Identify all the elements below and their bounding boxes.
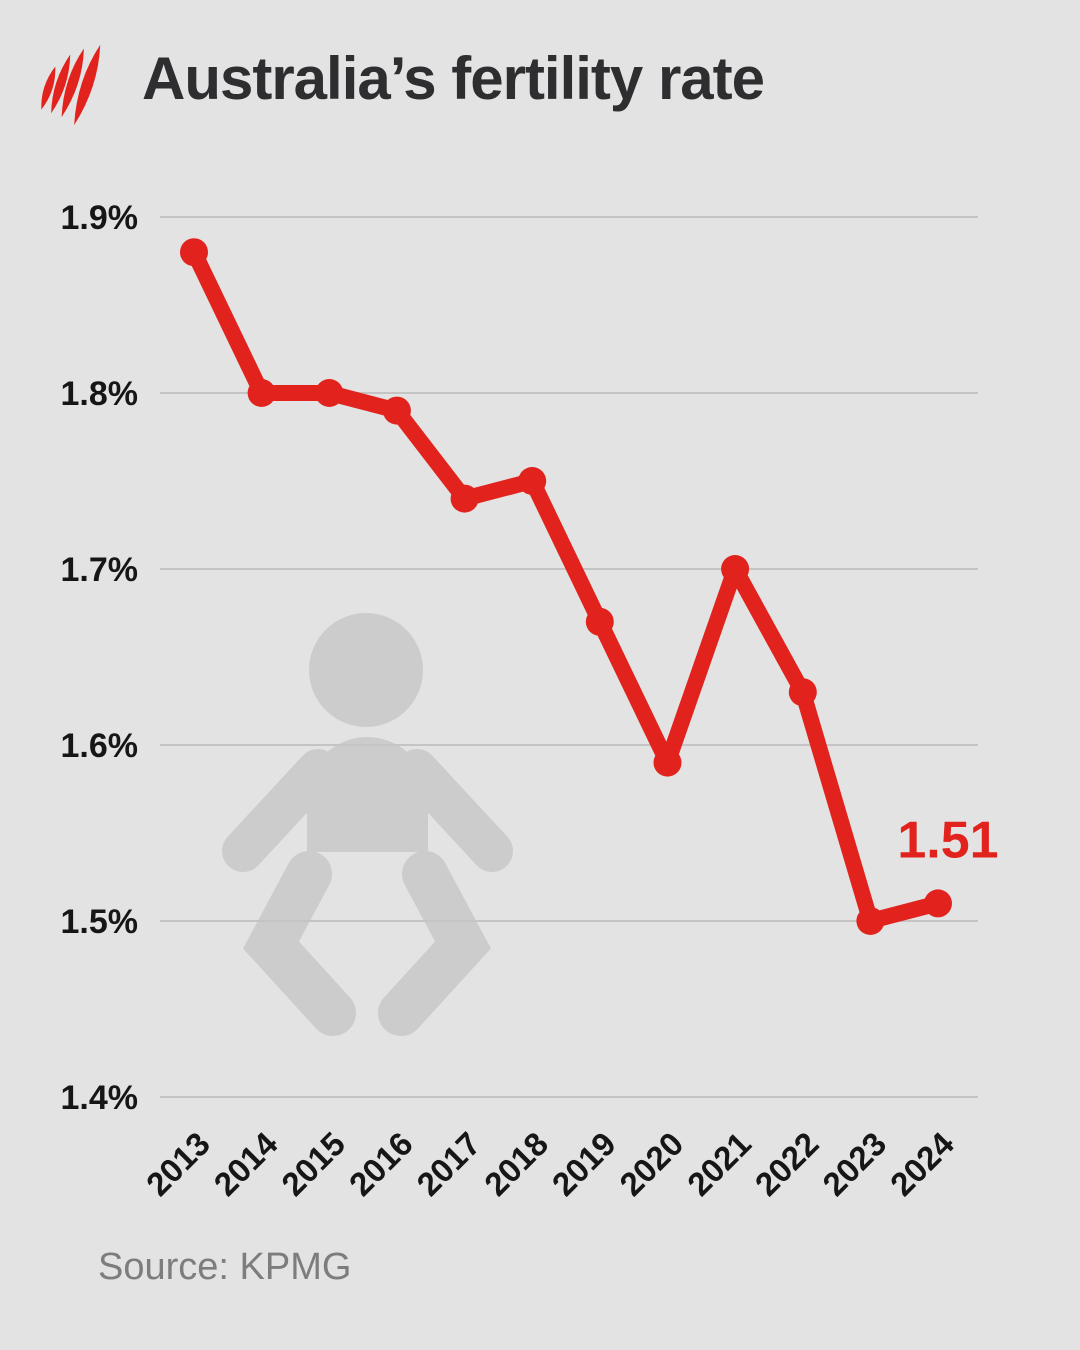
- data-point: [856, 907, 885, 935]
- data-point: [924, 889, 952, 918]
- y-tick-label: 1.9%: [61, 199, 139, 237]
- data-point: [180, 238, 208, 267]
- y-tick-label: 1.4%: [61, 1079, 139, 1117]
- x-tick-label: 2018: [477, 1125, 555, 1203]
- latest-value-annotation: 1.51: [897, 811, 998, 869]
- x-tick-label: 2017: [409, 1125, 487, 1203]
- data-point: [247, 379, 276, 407]
- x-tick-label: 2013: [139, 1125, 217, 1203]
- data-point: [450, 484, 479, 513]
- data-point: [518, 467, 547, 495]
- data-point: [653, 748, 682, 777]
- data-point: [382, 396, 411, 425]
- sbs-logo-icon: [41, 44, 101, 126]
- data-point: [585, 607, 614, 636]
- x-tick-label: 2023: [815, 1125, 893, 1203]
- fertility-line: [186, 244, 946, 929]
- page-title: Australia’s fertility rate: [142, 45, 765, 112]
- data-point: [721, 555, 750, 583]
- x-tick-label: 2015: [274, 1125, 352, 1203]
- source-label: Source: KPMG: [98, 1246, 352, 1288]
- data-point: [788, 678, 817, 707]
- x-tick-label: 2024: [883, 1124, 962, 1203]
- data-points: [180, 238, 952, 935]
- x-tick-label: 2022: [748, 1125, 826, 1203]
- y-tick-label: 1.7%: [61, 551, 139, 589]
- x-tick-label: 2019: [545, 1125, 623, 1203]
- baby-icon: [222, 613, 513, 1036]
- x-tick-label: 2021: [680, 1125, 758, 1203]
- y-tick-label: 1.5%: [61, 903, 139, 941]
- x-tick-label: 2014: [207, 1124, 286, 1203]
- y-axis-labels: 1.9% 1.8% 1.7% 1.6% 1.5% 1.4%: [61, 199, 139, 1117]
- x-axis-labels: 2013201420152016201720182019202020212022…: [139, 1124, 962, 1203]
- data-point: [315, 379, 344, 407]
- x-tick-label: 2020: [612, 1125, 690, 1203]
- y-tick-label: 1.8%: [61, 375, 139, 413]
- y-tick-label: 1.6%: [61, 727, 139, 765]
- x-tick-label: 2016: [342, 1125, 420, 1203]
